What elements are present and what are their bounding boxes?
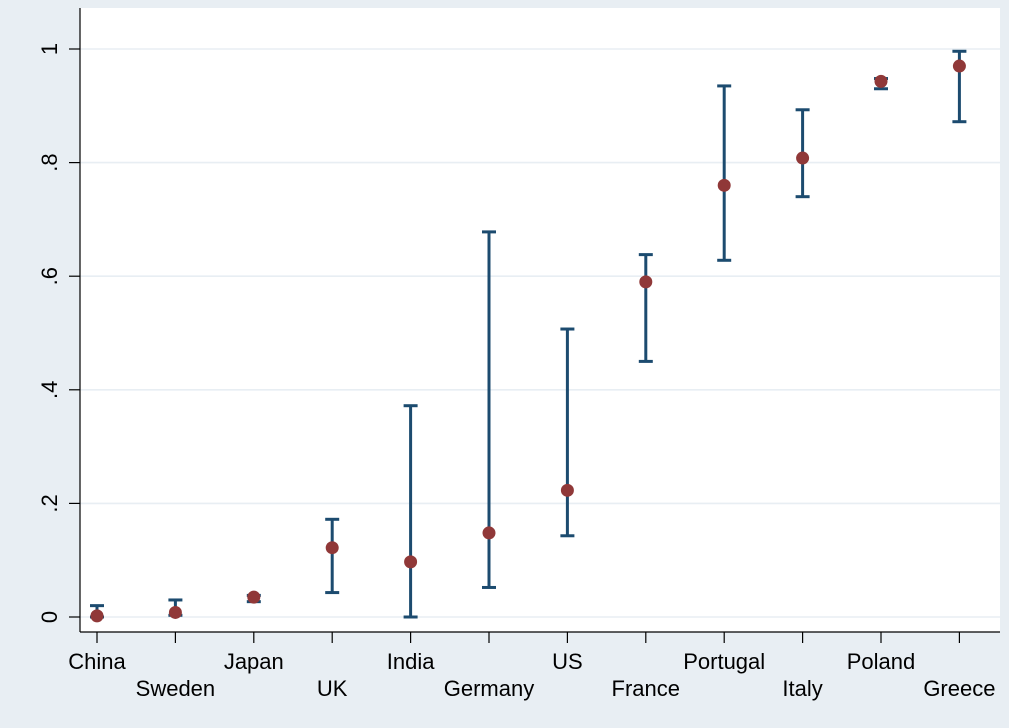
x-tick-label: Germany bbox=[444, 676, 534, 701]
y-tick-label: .8 bbox=[37, 153, 62, 171]
y-tick-label: .6 bbox=[37, 267, 62, 285]
data-point bbox=[325, 541, 339, 555]
data-point bbox=[874, 74, 888, 88]
gridlines bbox=[80, 48, 1000, 618]
data-points bbox=[90, 59, 966, 623]
y-tick-label: 0 bbox=[37, 611, 62, 623]
error-bars bbox=[90, 49, 967, 619]
data-point bbox=[560, 483, 574, 497]
x-tick-label: Japan bbox=[224, 649, 284, 674]
x-tick-label: US bbox=[552, 649, 583, 674]
x-tick-label: Poland bbox=[847, 649, 916, 674]
x-tick-label: China bbox=[68, 649, 126, 674]
error-bar bbox=[560, 327, 575, 538]
y-axis: 0 .2 .4 .6 .8 1 bbox=[37, 8, 81, 632]
data-point bbox=[404, 555, 418, 569]
data-point bbox=[482, 526, 496, 540]
plot-area bbox=[80, 8, 1000, 632]
x-tick-label: India bbox=[387, 649, 435, 674]
data-point bbox=[247, 590, 261, 604]
error-bar bbox=[403, 404, 418, 619]
x-tick-label: UK bbox=[317, 676, 348, 701]
x-tick-label: Greece bbox=[923, 676, 995, 701]
error-bar bbox=[638, 253, 653, 363]
data-point bbox=[639, 275, 653, 289]
x-tick-label: Portugal bbox=[683, 649, 765, 674]
x-axis: ChinaSwedenJapanUKIndiaGermanyUSFrancePo… bbox=[68, 631, 1000, 701]
error-bar bbox=[325, 517, 340, 595]
y-tick-label: .4 bbox=[37, 381, 62, 399]
data-point bbox=[168, 605, 182, 619]
data-point bbox=[796, 151, 810, 165]
y-tick-label: .2 bbox=[37, 494, 62, 512]
y-tick-label: 1 bbox=[37, 43, 62, 55]
error-bar bbox=[717, 84, 732, 262]
data-point bbox=[717, 178, 731, 192]
x-tick-label: Italy bbox=[782, 676, 822, 701]
data-point bbox=[952, 59, 966, 73]
x-tick-label: France bbox=[612, 676, 680, 701]
x-tick-label: Sweden bbox=[136, 676, 216, 701]
data-point bbox=[90, 609, 104, 623]
